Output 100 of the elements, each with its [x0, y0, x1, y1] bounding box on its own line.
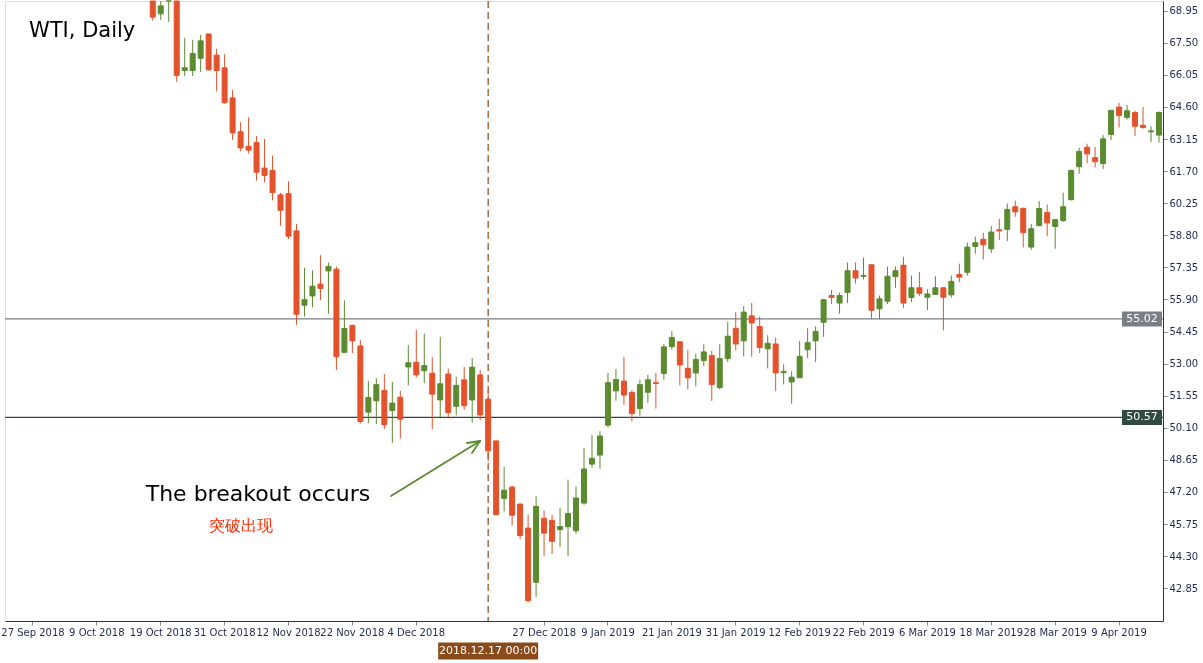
candlestick: [764, 334, 771, 369]
candlestick: [948, 275, 955, 298]
candlestick: [804, 327, 811, 359]
ref-line-label: 50.57: [1126, 410, 1158, 424]
x-tick-label: 4 Dec 2018: [387, 626, 446, 638]
candlestick: [325, 262, 332, 315]
candlestick: [652, 372, 659, 410]
candlestick: [317, 254, 324, 301]
text: WTI, Daily: [29, 18, 136, 42]
candlestick: [908, 275, 915, 303]
x-tick-label: 21 Jan 2019: [641, 626, 702, 638]
y-tick-label: 53.00: [1169, 358, 1199, 370]
y-tick-label: 60.25: [1169, 197, 1199, 209]
y-tick-label: 58.80: [1169, 229, 1199, 241]
candlestick: [1052, 218, 1059, 250]
candlestick: [852, 262, 859, 285]
y-tick-label: 68.95: [1169, 5, 1199, 17]
candlestick: [453, 376, 460, 416]
x-tick-label: 31 Oct 2018: [193, 626, 256, 638]
candlestick: [429, 356, 436, 430]
candlestick: [996, 218, 1003, 241]
y-tick-label: 67.50: [1169, 37, 1199, 49]
candlestick: [748, 302, 755, 358]
x-tick-label: 27 Dec 2018: [512, 626, 577, 638]
y-tick-label: 64.60: [1169, 101, 1199, 113]
y-tick-label: 66.05: [1169, 69, 1199, 81]
candlestick: [612, 368, 619, 402]
candlestick: [389, 381, 396, 444]
x-tick-label: 19 Oct 2018: [129, 626, 192, 638]
x-tick-label: 22 Nov 2018: [320, 626, 385, 638]
candlestick: [181, 37, 188, 77]
candlestick: [1116, 102, 1123, 129]
candlestick: [301, 267, 308, 318]
candlestick: [980, 232, 987, 260]
candlestick: [588, 434, 595, 469]
x-tick-label: 12 Feb 2019: [768, 626, 831, 638]
candlestick: [732, 311, 739, 351]
y-tick-label: 63.15: [1169, 133, 1199, 145]
candlestick: [157, 0, 164, 21]
x-tick-label: 18 Mar 2019: [959, 626, 1023, 638]
candlestick: [549, 514, 556, 555]
candlestick: [940, 287, 947, 331]
candlestick: [988, 225, 995, 254]
candlestick: [916, 271, 923, 297]
candlestick: [724, 321, 731, 363]
x-tick-label: 22 Feb 2019: [832, 626, 895, 638]
candlestick: [820, 299, 827, 338]
candlestick: [149, 0, 156, 21]
candlestick: [676, 340, 683, 386]
candlestick: [1132, 110, 1139, 137]
candlestick: [165, 0, 172, 23]
candlestick: [341, 299, 348, 353]
candlestick: [1124, 104, 1131, 121]
candlestick: [1092, 146, 1099, 168]
x-tick-label: 2018.12.17 00:00: [439, 644, 538, 657]
candlestick: [780, 363, 787, 385]
y-tick-label: 48.65: [1169, 454, 1199, 466]
candlestick: [413, 329, 420, 378]
x-tick-label: 27 Sep 2018: [1, 626, 65, 638]
x-tick-label: 12 Nov 2018: [256, 626, 321, 638]
candlestick: [668, 330, 675, 351]
candlestick: [1148, 125, 1155, 143]
annotation: 突破出现: [209, 516, 273, 535]
candlestick: [565, 479, 572, 557]
ref-line-label: 55.02: [1126, 311, 1158, 325]
candlestick: [309, 269, 316, 308]
x-tick-label: 9 Apr 2019: [1091, 626, 1147, 638]
x-tick-label: 9 Oct 2018: [69, 626, 125, 638]
candlestick: [756, 316, 763, 354]
candlestick: [197, 34, 204, 73]
annotation: The breakout occurs: [144, 481, 371, 506]
y-tick-label: 44.30: [1169, 550, 1199, 562]
candlestick: [1036, 200, 1043, 227]
candlestick: [628, 389, 635, 422]
candlestick: [397, 390, 404, 440]
y-tick-label: 42.85: [1169, 582, 1199, 594]
candlestick: [692, 353, 699, 387]
y-tick-label: 51.55: [1169, 390, 1199, 402]
candlestick: [812, 325, 819, 363]
candlestick: [541, 510, 548, 557]
candlestick: [1004, 202, 1011, 242]
candlestick: [1084, 143, 1091, 164]
candlestick: [349, 324, 356, 354]
candlestick: [557, 507, 564, 548]
y-tick-label: 45.75: [1169, 518, 1199, 530]
candlestick: [860, 257, 867, 280]
x-tick-label: 28 Mar 2019: [1023, 626, 1087, 638]
candlestick: [1076, 147, 1083, 175]
candlestick: [1044, 204, 1051, 237]
y-tick-label: 57.35: [1169, 261, 1199, 273]
candlestick: [1028, 223, 1035, 251]
candlestick: [636, 379, 643, 417]
y-tick-label: 47.20: [1169, 486, 1199, 498]
candlestick: [421, 333, 428, 384]
candlestick: [501, 466, 508, 512]
y-tick-label: 50.10: [1169, 422, 1199, 434]
candlestick: [844, 262, 851, 304]
x-tick-label: 9 Jan 2019: [581, 626, 635, 638]
y-tick-label: 61.70: [1169, 165, 1199, 177]
x-tick-label: 6 Mar 2019: [898, 626, 956, 638]
